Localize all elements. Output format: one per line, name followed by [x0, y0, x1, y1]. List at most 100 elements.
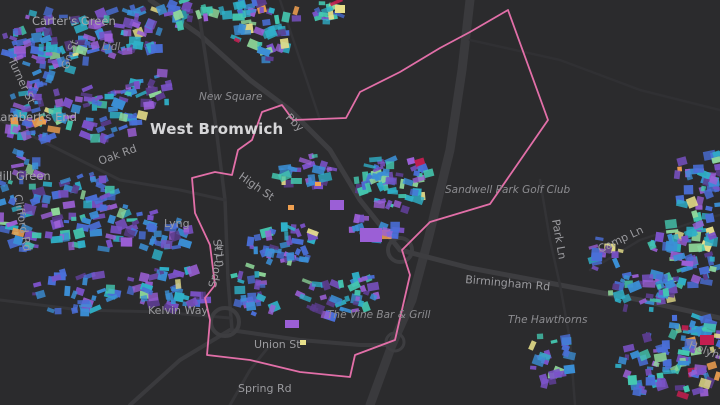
building-footprint [7, 179, 13, 185]
building-footprint [43, 27, 53, 38]
building-footprint [528, 340, 537, 351]
building-footprint [400, 204, 410, 215]
building-footprint [88, 220, 102, 232]
building-footprint [611, 283, 620, 291]
building-footprint [632, 274, 639, 279]
building-footprint [668, 322, 680, 330]
building-footprint [683, 385, 691, 393]
building-footprint [185, 297, 199, 309]
street-label-birmingham-rd: Birmingham Rd [465, 273, 551, 293]
building-footprint [120, 237, 133, 247]
building-footprint [31, 115, 47, 128]
building-footprint [89, 176, 97, 183]
building-footprint [240, 19, 252, 25]
building-footprint [28, 183, 36, 190]
building-footprint [306, 228, 319, 237]
building-footprint [51, 274, 62, 282]
building-footprint [688, 328, 702, 334]
building-footprint [151, 248, 164, 261]
building-footprint [312, 10, 319, 18]
building-footprint [615, 363, 622, 369]
building-footprint [177, 237, 193, 249]
building-footprint [11, 148, 25, 158]
building-footprint [54, 98, 64, 108]
building-footprint [123, 228, 136, 239]
street-label-holyhead: Holyhe [687, 339, 720, 364]
building-footprint [98, 175, 107, 184]
building-footprint [339, 306, 353, 314]
building-footprint [150, 43, 163, 54]
building-footprint [114, 218, 129, 232]
building-footprint [311, 302, 326, 316]
building-footprint [32, 169, 45, 180]
road-kelvin-way [0, 298, 232, 320]
building-footprint [301, 278, 313, 285]
building-footprint [81, 119, 95, 131]
building-footprint [671, 314, 678, 321]
building-footprint [186, 14, 194, 23]
building-footprint [70, 290, 78, 300]
building-footprint [708, 265, 717, 273]
building-footprint [53, 219, 62, 229]
building-footprint [173, 291, 185, 303]
building-footprint [561, 344, 571, 352]
building-footprint [25, 14, 30, 20]
building-footprint [35, 26, 47, 33]
building-footprint [259, 7, 264, 13]
road-a41 [147, 0, 403, 253]
building-footprint [386, 161, 395, 170]
building-footprint [195, 9, 202, 20]
building-footprint [387, 189, 399, 195]
building-footprint [654, 378, 669, 392]
building-footprint [254, 271, 260, 278]
building-footprint [64, 64, 77, 75]
building-footprint [32, 93, 42, 101]
building-footprint [292, 5, 300, 16]
building-footprint [7, 195, 18, 206]
building-footprint [536, 333, 544, 340]
building-footprint [183, 227, 190, 233]
building-footprint [326, 166, 333, 173]
building-footprint [77, 299, 90, 305]
building-footprint [708, 175, 719, 186]
building-footprint [249, 245, 255, 250]
building-footprint [283, 223, 296, 232]
building-footprint-large [700, 335, 714, 345]
building-footprint [104, 33, 113, 42]
building-footprint [676, 390, 690, 400]
building-footprint [681, 235, 690, 243]
building-footprint [155, 26, 163, 37]
poi-label-lidl: Lidl [102, 41, 120, 53]
building-footprint [104, 185, 115, 194]
building-footprint [337, 279, 345, 289]
building-footprint [702, 323, 717, 333]
building-footprint [298, 256, 309, 263]
building-footprint [90, 133, 101, 143]
building-footprint [105, 233, 117, 241]
building-footprint [351, 308, 360, 313]
building-footprint [89, 228, 103, 237]
building-footprint [298, 157, 312, 166]
building-footprint [275, 28, 287, 38]
building-footprint-large [285, 320, 299, 328]
street-label-union-st: Union St [254, 338, 301, 351]
building-footprint [328, 294, 343, 306]
road-union-st [128, 328, 394, 405]
building-footprint [176, 227, 190, 239]
street-label-spring-rd: Spring Rd [238, 382, 292, 395]
building-footprint [647, 239, 657, 251]
building-footprint [611, 251, 619, 259]
street-label-kelvin-way: Kelvin Way [148, 304, 208, 317]
building-footprint [390, 221, 400, 232]
area-boundary-polygon[interactable] [191, 9, 549, 378]
roundabout-junction-3 [384, 331, 406, 353]
building-footprint [714, 201, 720, 208]
building-footprint [675, 282, 684, 290]
building-footprint [684, 253, 695, 263]
building-footprint [357, 299, 365, 308]
building-footprint [164, 290, 171, 300]
building-footprint [232, 13, 245, 21]
building-footprint [299, 245, 309, 256]
